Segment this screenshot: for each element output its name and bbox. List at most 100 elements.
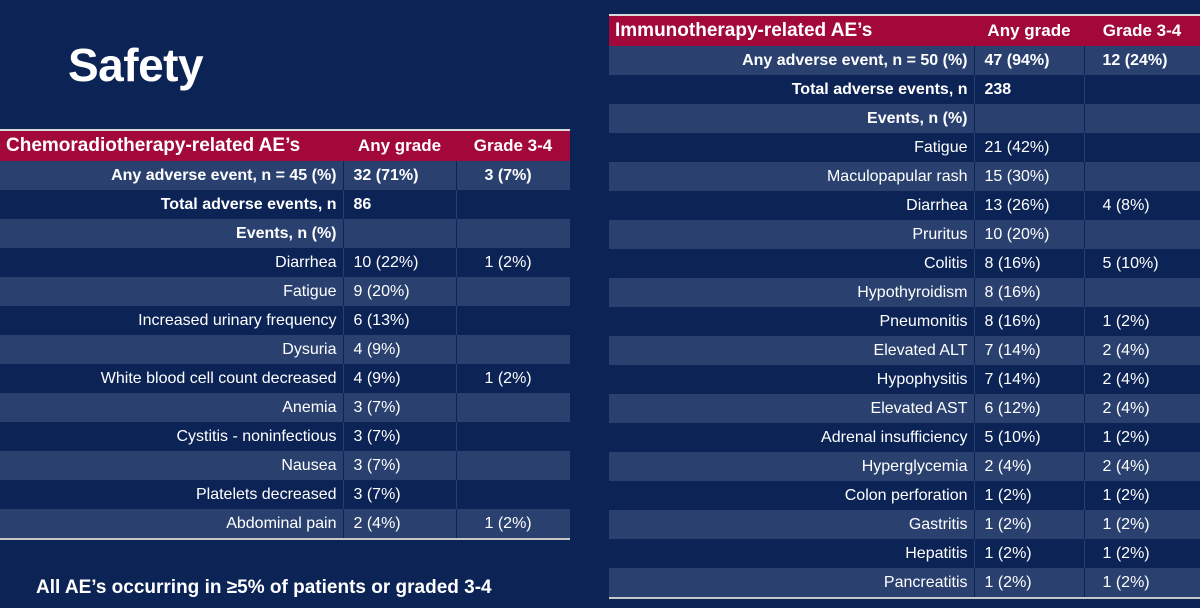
grade-3-4-cell: 2 (4%) xyxy=(1083,452,1200,481)
ae-label-cell: Any adverse event, n = 45 (%) xyxy=(0,161,343,190)
table-row: Elevated ALT 7 (14%) 2 (4%) xyxy=(609,336,1200,365)
ae-label-cell: Events, n (%) xyxy=(609,104,974,133)
grade-3-4-cell: 1 (2%) xyxy=(1083,423,1200,452)
any-grade-cell: 238 xyxy=(973,75,1084,104)
ae-label-cell: Increased urinary frequency xyxy=(0,306,343,335)
grade-3-4-cell xyxy=(1083,133,1200,162)
ae-label-cell: Diarrhea xyxy=(0,248,343,277)
ae-label-cell: Fatigue xyxy=(0,277,343,306)
table-row: Abdominal pain 2 (4%) 1 (2%) xyxy=(0,509,570,539)
ae-label-cell: Pruritus xyxy=(609,220,974,249)
any-grade-cell: 4 (9%) xyxy=(342,335,456,364)
table-row: Fatigue 9 (20%) xyxy=(0,277,570,306)
ae-label-cell: Maculopapular rash xyxy=(609,162,974,191)
ae-label-cell: Total adverse events, n xyxy=(609,75,974,104)
grade-3-4-cell xyxy=(455,451,570,480)
grade-3-4-cell: 1 (2%) xyxy=(455,364,570,393)
table-row: Dysuria 4 (9%) xyxy=(0,335,570,364)
table-row: Pneumonitis 8 (16%) 1 (2%) xyxy=(609,307,1200,336)
grade-3-4-cell: 1 (2%) xyxy=(1083,481,1200,510)
any-grade-cell: 1 (2%) xyxy=(973,539,1084,568)
grade-3-4-cell xyxy=(455,277,570,306)
table-row: Increased urinary frequency 6 (13%) xyxy=(0,306,570,335)
grade-3-4-cell: 1 (2%) xyxy=(1083,539,1200,568)
ae-label-cell: Gastritis xyxy=(609,510,974,539)
any-grade-cell: 21 (42%) xyxy=(973,133,1084,162)
grade-3-4-cell: 2 (4%) xyxy=(1083,336,1200,365)
grade-3-4-cell xyxy=(455,393,570,422)
any-grade-cell: 3 (7%) xyxy=(342,393,456,422)
grade-3-4-cell xyxy=(1083,104,1200,133)
grade-3-4-cell xyxy=(455,422,570,451)
header-any-grade: Any grade xyxy=(974,15,1084,46)
any-grade-cell: 8 (16%) xyxy=(973,278,1084,307)
table-row: Hypophysitis 7 (14%) 2 (4%) xyxy=(609,365,1200,394)
grade-3-4-cell: 2 (4%) xyxy=(1083,394,1200,423)
grade-3-4-cell: 3 (7%) xyxy=(455,161,570,190)
ae-label-cell: Any adverse event, n = 50 (%) xyxy=(609,46,974,75)
table-row: Elevated AST 6 (12%) 2 (4%) xyxy=(609,394,1200,423)
ae-label-cell: Adrenal insufficiency xyxy=(609,423,974,452)
header-grade-3-4: Grade 3-4 xyxy=(1084,15,1200,46)
ae-label-cell: Elevated AST xyxy=(609,394,974,423)
any-grade-cell: 32 (71%) xyxy=(342,161,456,190)
table-row: Total adverse events, n 86 xyxy=(0,190,570,219)
grade-3-4-cell xyxy=(1083,220,1200,249)
grade-3-4-cell xyxy=(1083,162,1200,191)
any-grade-cell: 5 (10%) xyxy=(973,423,1084,452)
table-row: Platelets decreased 3 (7%) xyxy=(0,480,570,509)
header-grade-3-4: Grade 3-4 xyxy=(456,130,570,161)
any-grade-cell: 9 (20%) xyxy=(342,277,456,306)
grade-3-4-cell xyxy=(455,190,570,219)
ae-label-cell: Hyperglycemia xyxy=(609,452,974,481)
ae-label-cell: Pneumonitis xyxy=(609,307,974,336)
grade-3-4-cell xyxy=(455,335,570,364)
any-grade-cell: 86 xyxy=(342,190,456,219)
any-grade-cell: 6 (13%) xyxy=(342,306,456,335)
ae-label-cell: Diarrhea xyxy=(609,191,974,220)
any-grade-cell: 1 (2%) xyxy=(973,568,1084,598)
table-header-row: Immunotherapy-related AE’s Any grade Gra… xyxy=(609,15,1200,46)
any-grade-cell: 13 (26%) xyxy=(973,191,1084,220)
header-ae-category: Chemoradiotherapy-related AE’s xyxy=(0,130,343,161)
ae-label-cell: Nausea xyxy=(0,451,343,480)
any-grade-cell: 10 (20%) xyxy=(973,220,1084,249)
table-header-row: Chemoradiotherapy-related AE’s Any grade… xyxy=(0,130,570,161)
chemoradiotherapy-ae-table: Chemoradiotherapy-related AE’s Any grade… xyxy=(0,129,570,540)
table-row: Hepatitis 1 (2%) 1 (2%) xyxy=(609,539,1200,568)
any-grade-cell: 3 (7%) xyxy=(342,480,456,509)
page-title: Safety xyxy=(68,39,204,91)
any-grade-cell: 8 (16%) xyxy=(973,307,1084,336)
table-row: Cystitis - noninfectious 3 (7%) xyxy=(0,422,570,451)
grade-3-4-cell xyxy=(1083,278,1200,307)
table-row: Fatigue 21 (42%) xyxy=(609,133,1200,162)
table-row: Gastritis 1 (2%) 1 (2%) xyxy=(609,510,1200,539)
any-grade-cell: 1 (2%) xyxy=(973,481,1084,510)
any-grade-cell: 3 (7%) xyxy=(342,451,456,480)
ae-label-cell: Colitis xyxy=(609,249,974,278)
table-row: Diarrhea 10 (22%) 1 (2%) xyxy=(0,248,570,277)
grade-3-4-cell: 12 (24%) xyxy=(1083,46,1200,75)
table-row: Total adverse events, n 238 xyxy=(609,75,1200,104)
grade-3-4-cell: 1 (2%) xyxy=(1083,510,1200,539)
any-grade-cell: 47 (94%) xyxy=(973,46,1084,75)
any-grade-cell: 7 (14%) xyxy=(973,365,1084,394)
ae-label-cell: Hypothyroidism xyxy=(609,278,974,307)
table-row: Hyperglycemia 2 (4%) 2 (4%) xyxy=(609,452,1200,481)
grade-3-4-cell: 1 (2%) xyxy=(455,248,570,277)
ae-label-cell: Elevated ALT xyxy=(609,336,974,365)
any-grade-cell: 2 (4%) xyxy=(973,452,1084,481)
table-row: Any adverse event, n = 45 (%) 32 (71%) 3 (… xyxy=(0,161,570,190)
any-grade-cell: 3 (7%) xyxy=(342,422,456,451)
ae-label-cell: Hepatitis xyxy=(609,539,974,568)
grade-3-4-cell: 4 (8%) xyxy=(1083,191,1200,220)
ae-label-cell: Abdominal pain xyxy=(0,509,343,539)
footnote: All AE’s occurring in ≥5% of patients or… xyxy=(36,577,492,598)
grade-3-4-cell xyxy=(455,480,570,509)
any-grade-cell: 15 (30%) xyxy=(973,162,1084,191)
table-row: Any adverse event, n = 50 (%) 47 (94%) 12 … xyxy=(609,46,1200,75)
table-row: Colon perforation 1 (2%) 1 (2%) xyxy=(609,481,1200,510)
immunotherapy-ae-table: Immunotherapy-related AE’s Any grade Gra… xyxy=(609,14,1200,599)
table-row: Adrenal insufficiency 5 (10%) 1 (2%) xyxy=(609,423,1200,452)
ae-label-cell: Platelets decreased xyxy=(0,480,343,509)
